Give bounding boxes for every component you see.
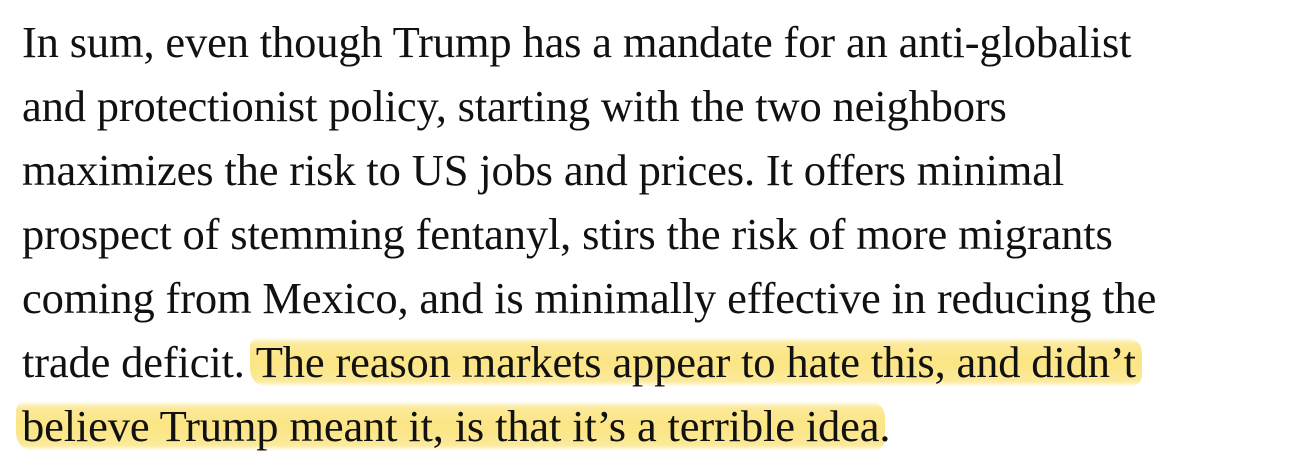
paragraph-line-2: and protectionist policy, starting with …	[22, 81, 1007, 131]
article-paragraph: In sum, even though Trump has a mandate …	[16, 10, 1282, 458]
highlighted-text[interactable]: The reason markets appear to hate this, …	[249, 337, 1142, 387]
paragraph-line-7: believe Trump meant it, is that it’s a t…	[16, 394, 1282, 458]
paragraph-line-6: trade deficit. The reason markets appear…	[22, 330, 1282, 394]
paragraph-line-3: maximizes the risk to US jobs and prices…	[22, 145, 1065, 195]
paragraph-line-5: coming from Mexico, and is minimally eff…	[22, 273, 1157, 323]
sentence-end-period: .	[879, 401, 891, 451]
highlighted-text[interactable]: believe Trump meant it, is that it’s a t…	[16, 401, 886, 451]
paragraph-line-4: prospect of stemming fentanyl, stirs the…	[22, 209, 1113, 259]
plain-text: trade deficit.	[22, 337, 256, 387]
paragraph-line-1: In sum, even though Trump has a mandate …	[22, 17, 1132, 67]
